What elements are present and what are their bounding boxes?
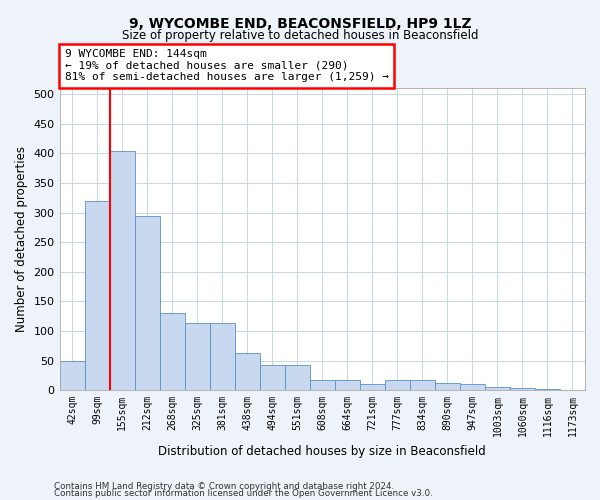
Text: 9 WYCOMBE END: 144sqm
← 19% of detached houses are smaller (290)
81% of semi-det: 9 WYCOMBE END: 144sqm ← 19% of detached … [65,49,389,82]
Bar [260,366,285,390]
Bar [235,354,260,390]
Text: 9, WYCOMBE END, BEACONSFIELD, HP9 1LZ: 9, WYCOMBE END, BEACONSFIELD, HP9 1LZ [128,18,472,32]
Bar [435,383,460,390]
Bar [310,380,335,390]
Bar [510,388,535,390]
Y-axis label: Number of detached properties: Number of detached properties [15,146,28,332]
Bar [460,384,485,390]
Bar [134,216,160,390]
Bar [59,360,85,390]
Bar [385,380,410,390]
X-axis label: Distribution of detached houses by size in Beaconsfield: Distribution of detached houses by size … [158,444,486,458]
Bar [209,324,235,390]
Bar [285,366,310,390]
Bar [485,386,510,390]
Bar [335,380,360,390]
Text: Contains HM Land Registry data © Crown copyright and database right 2024.: Contains HM Land Registry data © Crown c… [54,482,394,491]
Bar [110,150,134,390]
Bar [535,389,560,390]
Bar [85,201,110,390]
Bar [185,324,209,390]
Bar [410,380,435,390]
Text: Size of property relative to detached houses in Beaconsfield: Size of property relative to detached ho… [122,29,478,42]
Text: Contains public sector information licensed under the Open Government Licence v3: Contains public sector information licen… [54,489,433,498]
Bar [160,314,185,390]
Bar [360,384,385,390]
